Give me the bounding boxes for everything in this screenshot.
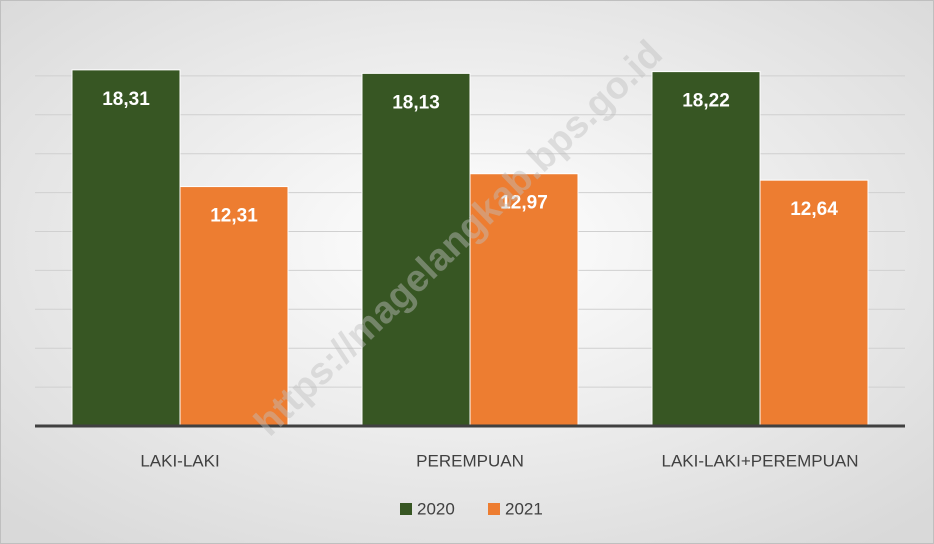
data-label: 18,22 <box>682 91 730 112</box>
data-label: 18,31 <box>102 89 150 110</box>
bar <box>179 186 289 427</box>
data-label: 18,13 <box>392 92 440 113</box>
bar <box>469 173 579 427</box>
x-tick-label: LAKI-LAKI <box>140 451 219 470</box>
x-tick-label: PEREMPUAN <box>416 451 524 470</box>
bar <box>759 179 869 427</box>
bar <box>71 69 181 427</box>
bar <box>651 71 761 427</box>
legend-swatch <box>400 503 412 515</box>
legend-swatch <box>488 503 500 515</box>
data-label: 12,64 <box>790 199 838 220</box>
data-label: 12,97 <box>500 193 548 214</box>
legend-label: 2021 <box>505 499 543 518</box>
legend-label: 2020 <box>417 499 455 518</box>
data-label: 12,31 <box>210 206 258 227</box>
x-tick-label: LAKI-LAKI+PEREMPUAN <box>662 451 859 470</box>
